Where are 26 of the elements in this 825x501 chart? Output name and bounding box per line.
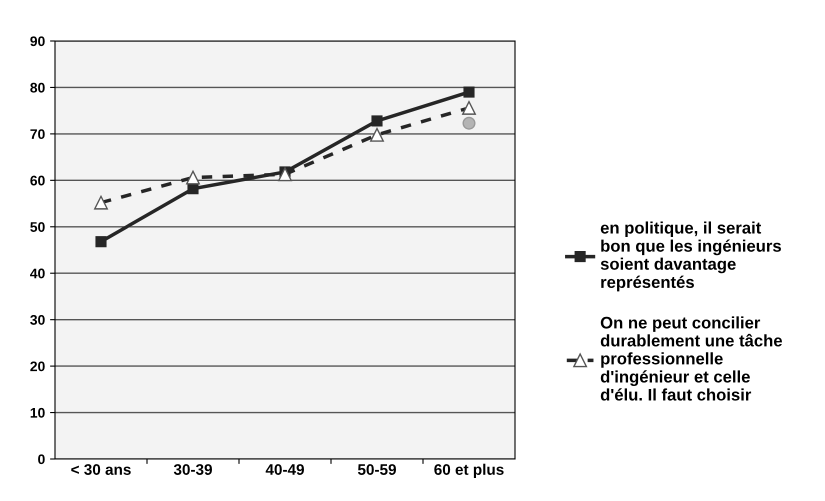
point	[186, 170, 200, 184]
point	[371, 115, 383, 126]
point	[463, 86, 475, 98]
y-tick-label: 90	[30, 36, 45, 46]
x-tick-label: 60 et plus	[434, 464, 504, 478]
y-tick-label: 50	[30, 222, 45, 232]
x-tick-label: < 30 ans	[71, 464, 131, 475]
legend-label: en politique, il serait bon que les ingénieurs soient davantage représentés	[600, 221, 781, 292]
point	[462, 100, 476, 115]
point	[370, 128, 384, 142]
point	[94, 196, 108, 210]
x-tick-label: 30-39	[174, 464, 212, 475]
y-tick-label: 80	[30, 82, 45, 93]
y-tick-label: 20	[30, 361, 45, 372]
y-tick-label: 30	[30, 315, 45, 325]
y-tick-label: 40	[30, 268, 45, 278]
y-tick-label: 0	[38, 454, 45, 464]
y-tick-label: 10	[30, 408, 45, 418]
point	[95, 236, 107, 248]
x-tick-label: 50-59	[358, 464, 396, 475]
legend-label: On ne peut concilier durablement une tâche professionnelle d'ingénieur et celle d'élu. Il faut choisir	[600, 316, 782, 401]
x-tick-label: 40-49	[266, 464, 304, 475]
y-tick-label: 60	[30, 176, 45, 186]
y-tick-label: 70	[30, 129, 45, 140]
point	[462, 116, 476, 130]
point	[278, 167, 292, 182]
